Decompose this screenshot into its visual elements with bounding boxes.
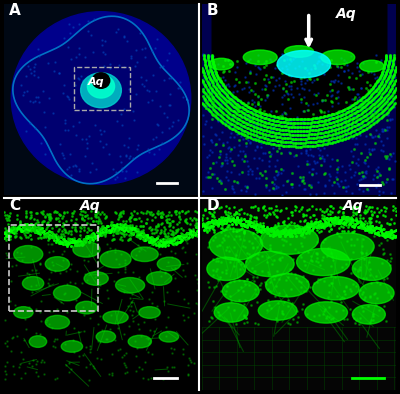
Ellipse shape — [84, 272, 108, 285]
Text: B: B — [207, 3, 218, 18]
Ellipse shape — [159, 331, 178, 342]
Ellipse shape — [360, 60, 384, 72]
Text: Aq: Aq — [80, 199, 100, 213]
Ellipse shape — [246, 251, 294, 277]
Ellipse shape — [100, 250, 131, 268]
Ellipse shape — [45, 315, 70, 329]
Ellipse shape — [54, 285, 81, 301]
Ellipse shape — [214, 303, 248, 322]
Ellipse shape — [131, 247, 158, 262]
Ellipse shape — [321, 50, 355, 65]
Ellipse shape — [45, 256, 70, 271]
Ellipse shape — [146, 272, 172, 285]
Polygon shape — [13, 16, 189, 184]
Ellipse shape — [103, 311, 128, 323]
Ellipse shape — [312, 277, 359, 300]
Ellipse shape — [14, 307, 33, 318]
Ellipse shape — [14, 245, 43, 263]
Ellipse shape — [266, 274, 309, 297]
Ellipse shape — [73, 242, 100, 257]
Bar — [9, 225, 98, 310]
Ellipse shape — [209, 229, 263, 260]
Ellipse shape — [352, 257, 391, 281]
Ellipse shape — [61, 340, 82, 352]
Ellipse shape — [243, 50, 277, 65]
Ellipse shape — [92, 73, 110, 88]
Text: A: A — [9, 3, 21, 18]
Text: C: C — [9, 198, 20, 213]
Ellipse shape — [76, 301, 97, 314]
Ellipse shape — [81, 73, 121, 108]
Ellipse shape — [29, 336, 47, 348]
Ellipse shape — [258, 301, 297, 320]
Ellipse shape — [116, 277, 145, 293]
Ellipse shape — [260, 225, 318, 254]
Ellipse shape — [88, 75, 114, 98]
Ellipse shape — [321, 233, 374, 260]
Ellipse shape — [157, 257, 180, 271]
Ellipse shape — [277, 50, 330, 78]
Ellipse shape — [222, 281, 259, 302]
Text: Aq: Aq — [336, 7, 356, 22]
Ellipse shape — [284, 46, 314, 57]
Text: Aq: Aq — [88, 77, 104, 87]
Ellipse shape — [128, 335, 152, 348]
Ellipse shape — [359, 282, 394, 304]
Bar — [74, 67, 130, 110]
Text: Aq: Aq — [343, 199, 363, 213]
Ellipse shape — [305, 302, 348, 323]
Ellipse shape — [11, 12, 191, 184]
Ellipse shape — [22, 277, 44, 290]
Text: D: D — [207, 198, 220, 213]
Ellipse shape — [296, 249, 350, 275]
Ellipse shape — [96, 331, 116, 342]
Ellipse shape — [207, 257, 246, 281]
Ellipse shape — [139, 307, 160, 318]
Ellipse shape — [352, 305, 385, 324]
Ellipse shape — [209, 58, 234, 70]
